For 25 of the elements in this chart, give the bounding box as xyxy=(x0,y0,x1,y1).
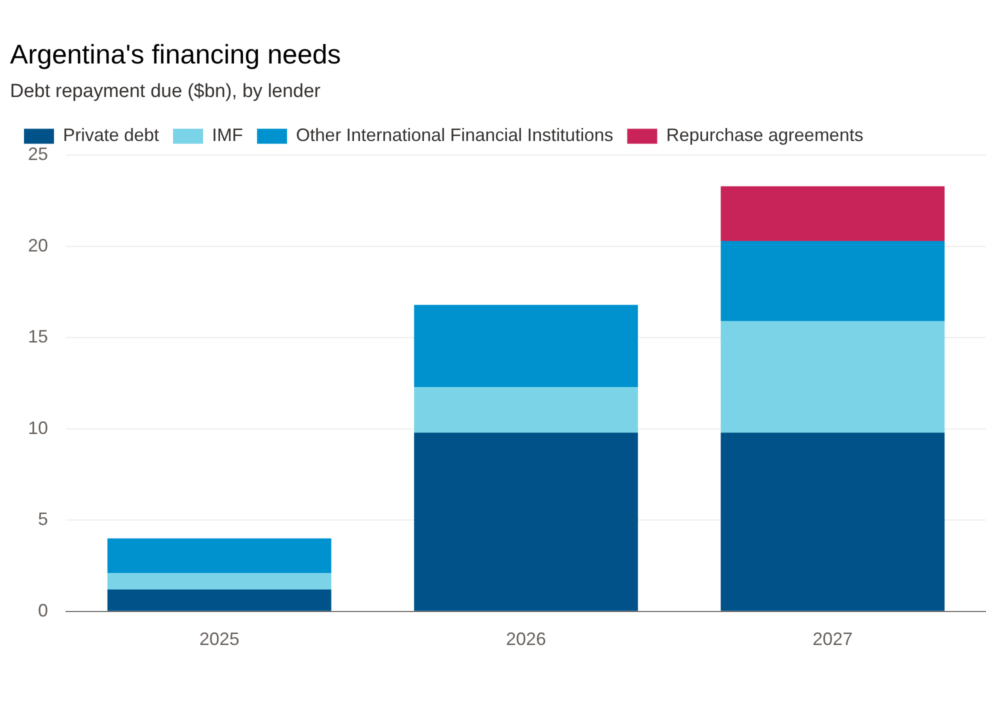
y-tick-label: 15 xyxy=(28,326,48,347)
y-tick-label: 20 xyxy=(28,235,48,256)
bar xyxy=(107,538,332,574)
legend-label: Private debt xyxy=(63,125,160,146)
bar xyxy=(414,304,638,387)
y-tick-label: 10 xyxy=(28,418,48,438)
legend-label: IMF xyxy=(212,125,244,146)
chart-title: Argentina's financing needs xyxy=(10,40,341,70)
legend-label: Repurchase agreements xyxy=(666,125,864,146)
chart-subtitle: Debt repayment due ($bn), by lender xyxy=(10,81,322,102)
bar xyxy=(107,573,332,590)
legend-label: Other International Financial Institutions xyxy=(296,125,614,146)
bar xyxy=(414,432,638,611)
bar xyxy=(720,186,945,241)
y-tick-label: 5 xyxy=(38,509,48,530)
x-tick-label: 2025 xyxy=(199,629,240,650)
y-tick-label: 0 xyxy=(38,600,48,620)
bar xyxy=(720,321,945,433)
bar xyxy=(720,432,945,611)
x-tick-label: 2026 xyxy=(506,629,546,650)
y-tick-label: 25 xyxy=(28,144,48,164)
bar xyxy=(720,240,945,322)
bar xyxy=(107,590,332,611)
bar xyxy=(414,386,638,433)
x-tick-label: 2027 xyxy=(812,629,853,650)
